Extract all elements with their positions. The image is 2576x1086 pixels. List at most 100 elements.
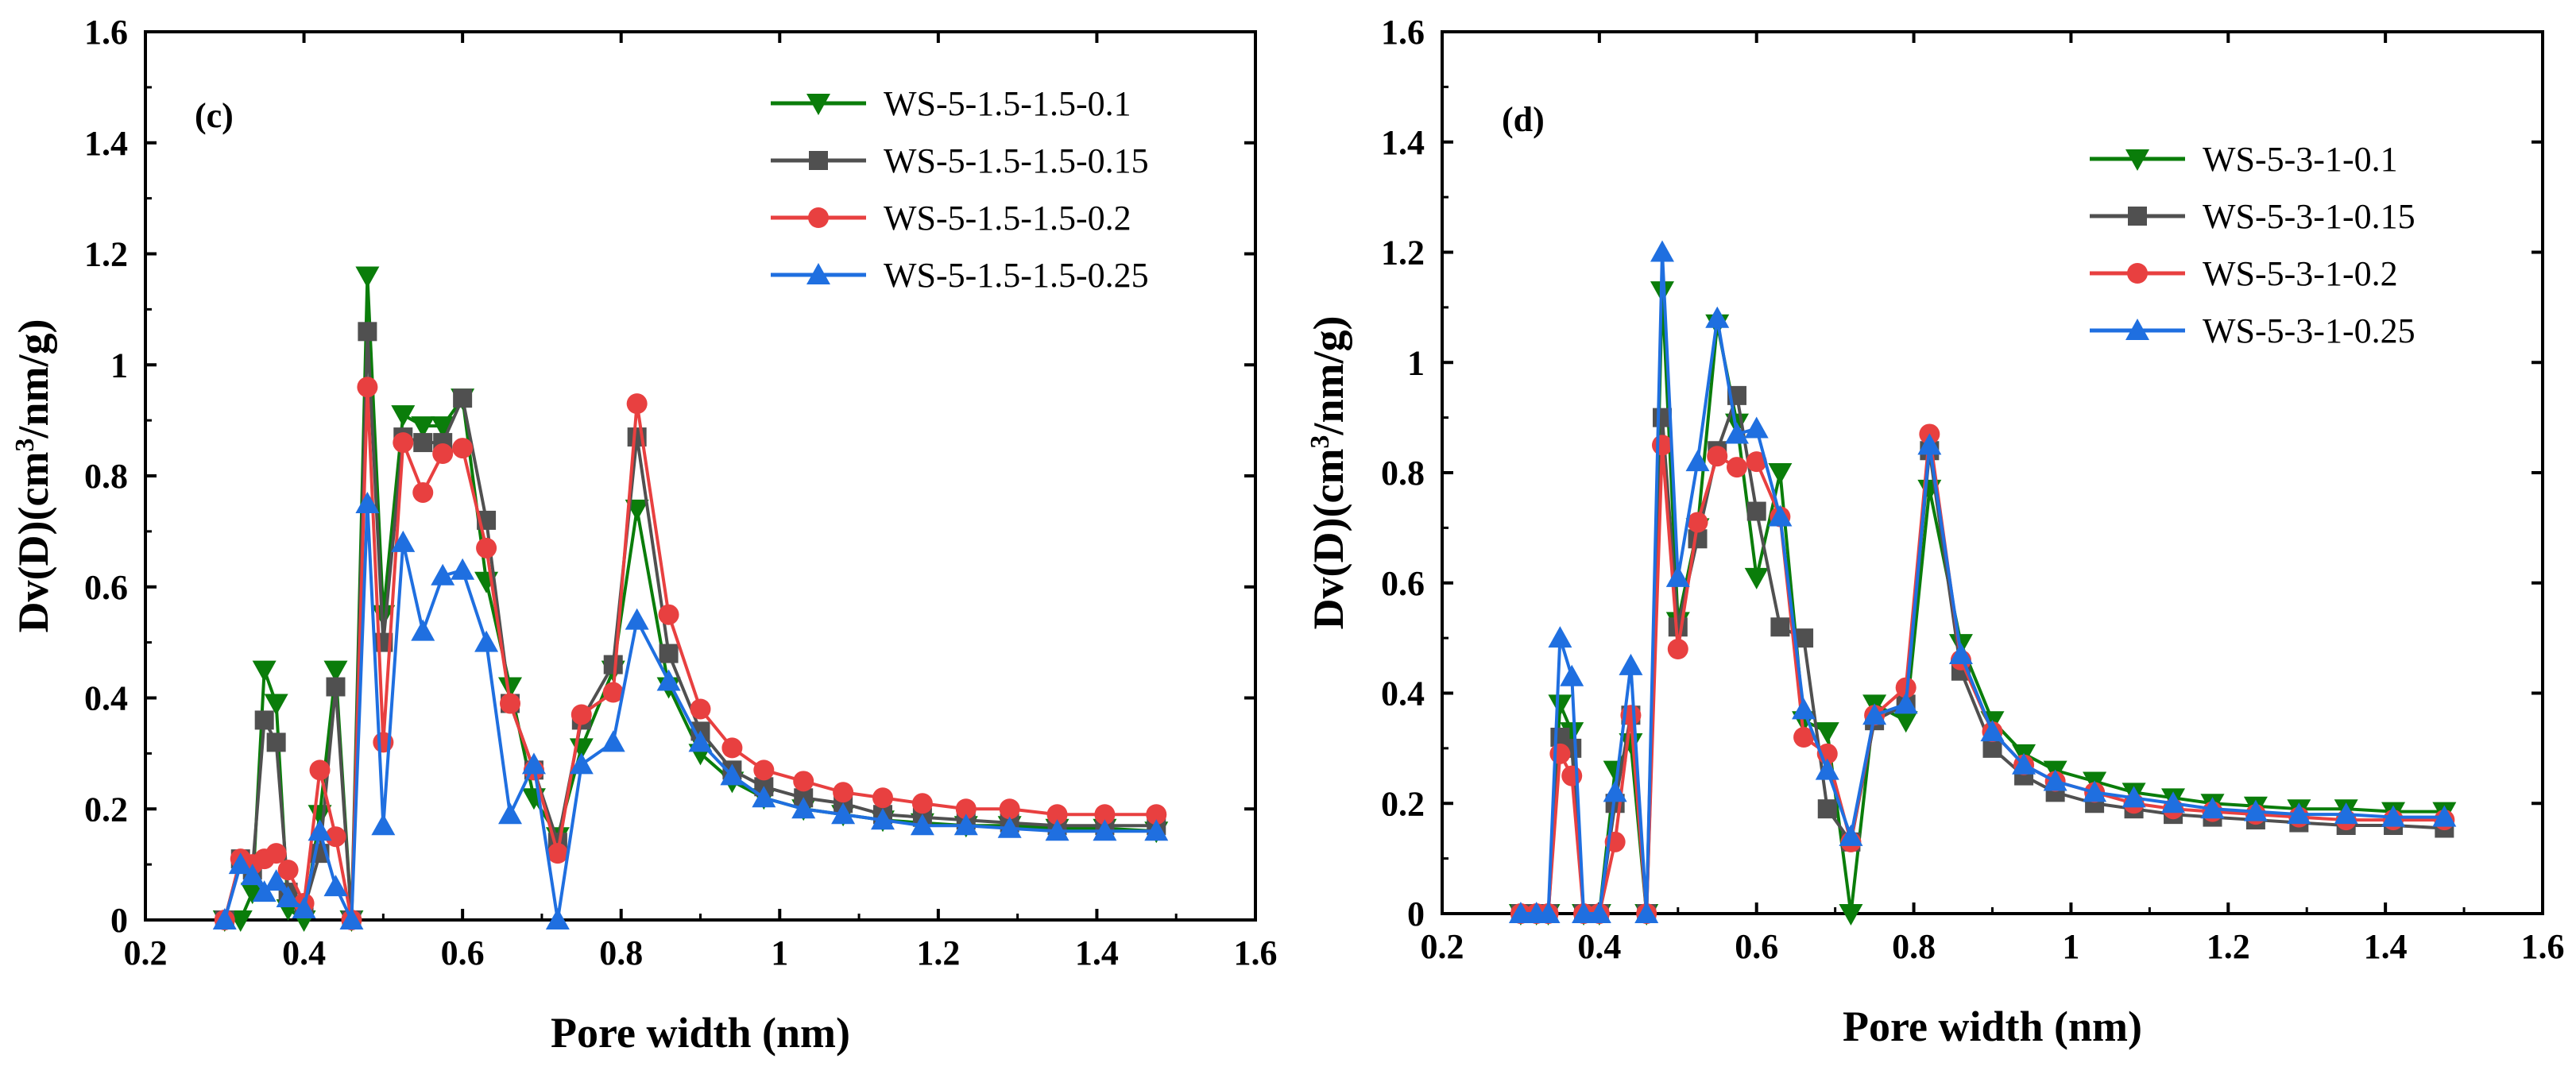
data-point [625,608,649,630]
data-point [910,814,934,836]
data-point [451,558,475,580]
legend-label: WS-5-3-1-0.15 [2203,197,2415,236]
data-point [240,864,265,886]
data-point [474,630,499,652]
data-point [2243,799,2268,821]
data-point [545,908,570,929]
series-4 [1508,240,2457,923]
data-point [872,787,894,809]
data-point [358,322,377,342]
x-tick-label: 1.2 [916,933,960,972]
data-point [393,432,414,454]
legend-label: WS-5-1.5-1.5-0.2 [884,199,1131,238]
data-point [252,880,277,902]
data-point [228,852,253,875]
data-point [228,910,253,932]
x-tick-label: 0.4 [1577,927,1621,966]
x-tick-label: 1.6 [2521,927,2565,966]
data-point [1726,457,1747,478]
data-point [453,388,473,408]
data-point [252,660,277,682]
data-point [326,677,346,697]
y-tick-label: 1.4 [84,124,128,163]
x-tick-label: 0.8 [1892,927,1936,966]
data-point [659,643,679,663]
data-point [1667,639,1688,659]
data-point [997,816,1022,838]
data-point [1793,727,1815,748]
panel-label: (c) [195,96,234,135]
data-point [1603,780,1627,802]
legend-swatch-marker [2125,149,2149,171]
data-point [1144,819,1169,841]
legend-swatch-marker [2125,319,2149,340]
series-line [1520,393,2445,915]
data-point [1045,819,1069,841]
data-point [432,443,454,465]
data-point [498,677,523,699]
data-point [721,737,743,759]
data-point [1893,711,1918,733]
y-axis-title-sup: 3 [10,439,40,452]
data-point [2334,802,2358,825]
legend-label: WS-5-1.5-1.5-0.25 [884,256,1149,295]
data-point [2043,769,2067,791]
data-point [569,752,594,775]
data-point [325,826,346,848]
legend-label: WS-5-1.5-1.5-0.1 [884,84,1131,123]
data-point [547,843,568,864]
data-point [265,843,287,864]
data-point [2432,805,2457,827]
legend-swatch-marker [806,263,830,284]
data-point [690,698,711,720]
y-tick-label: 0.2 [1381,784,1425,823]
x-tick-label: 1 [2062,927,2079,966]
data-point [431,416,455,439]
data-point [1572,902,1596,923]
data-point [1561,765,1583,786]
data-point [658,604,679,625]
y-axis-title-tail: /nm/g) [10,319,57,439]
data-point [1980,720,2005,742]
data-point [277,860,299,881]
data-point [411,619,435,641]
x-tick-label: 0.2 [1421,927,1464,966]
data-point [1746,501,1766,521]
data-point [1094,804,1116,825]
x-tick-label: 1.2 [2207,927,2250,966]
chart-panel-c: 0.2 0.4 0.6 0.8 1 1.2 1.4 1.600.20.40.60.811.21… [10,13,1278,1057]
data-point [1650,240,1674,262]
data-point [999,798,1020,820]
x-tick-label: 1 [771,933,788,972]
legend-swatch-marker [2127,263,2148,284]
data-point [1815,722,1839,744]
data-point [1652,435,1673,456]
y-tick-label: 0 [110,901,128,940]
y-tick-label: 0.2 [84,790,128,829]
data-point [603,655,623,674]
data-point [355,491,380,513]
x-tick-label: 1.4 [1075,933,1119,972]
data-point [264,694,288,716]
legend-swatch-marker [806,94,830,115]
data-point [240,883,265,905]
panel-label: (d) [1502,100,1545,139]
series-line [222,385,1157,922]
data-point [1146,804,1167,825]
y-tick-label: 0.6 [1381,564,1425,603]
data-point [2200,797,2225,819]
data-point [953,814,978,836]
legend: WS-5-1.5-1.5-0.1 WS-5-1.5-1.5-0.15 WS-5-1.… [771,84,1149,295]
data-point [292,897,316,919]
data-point [323,660,348,682]
x-axis-title: Pore width (nm) [551,1009,850,1057]
data-point [571,704,592,725]
data-point [1687,512,1708,533]
data-point [357,377,378,398]
x-tick-label: 1.4 [2364,927,2408,966]
data-point [1794,628,1814,648]
data-point [791,797,816,819]
data-point [411,416,435,439]
data-point [264,869,288,891]
